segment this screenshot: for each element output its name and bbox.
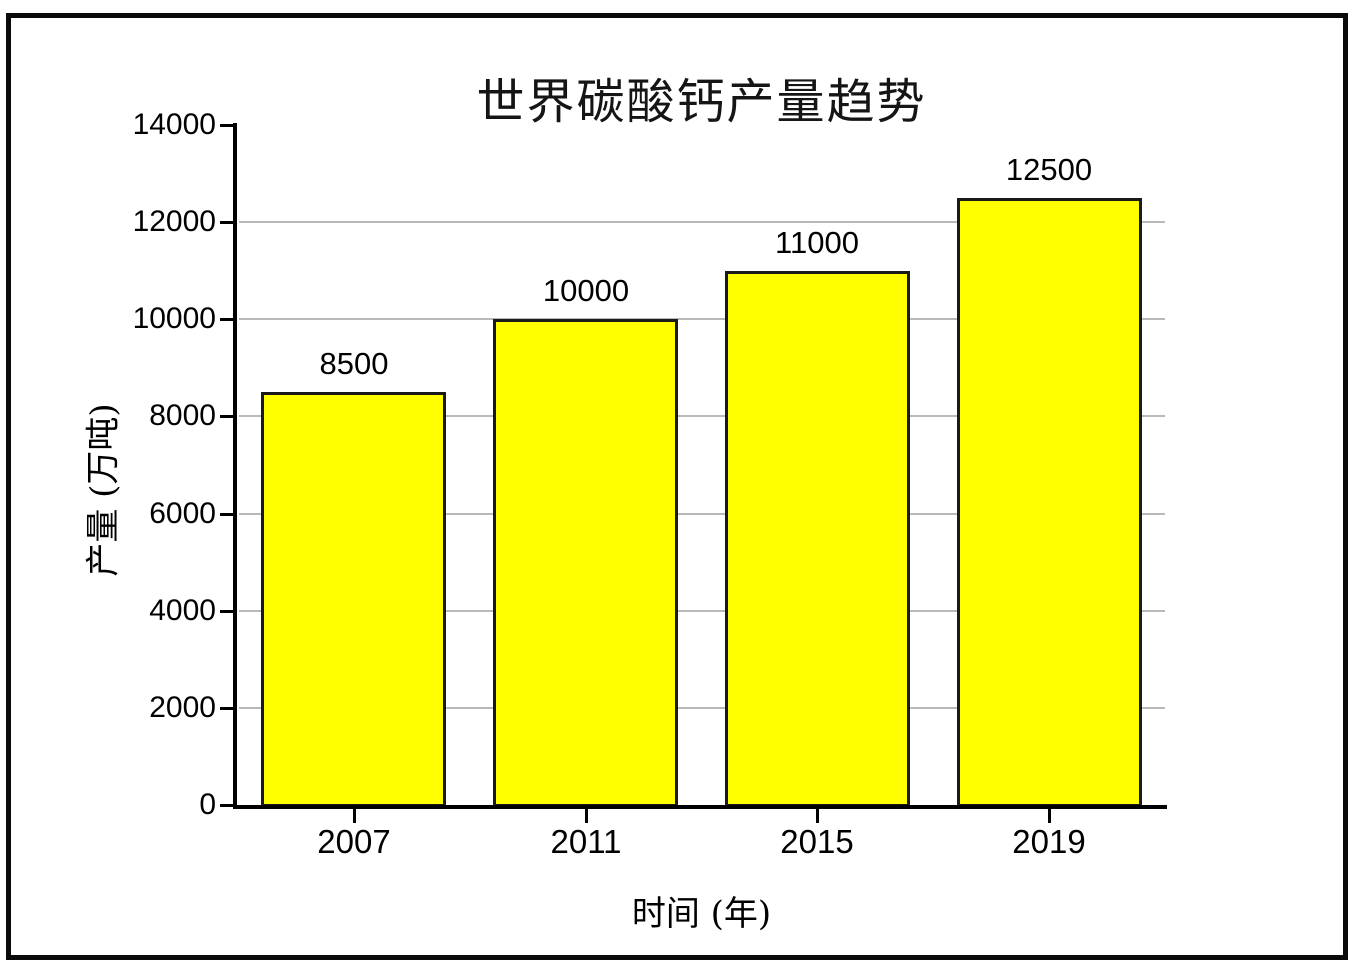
x-tick-label-2015: 2015 <box>780 823 854 860</box>
y-tick-label-2000: 2000 <box>149 690 216 724</box>
bar-value-label-2015: 11000 <box>775 225 859 260</box>
y-tick-label-14000: 14000 <box>132 108 216 141</box>
x-tick-2011 <box>585 809 588 823</box>
gridline-6000 <box>239 512 1165 515</box>
y-tick-label-0: 0 <box>199 788 216 821</box>
bar-2011 <box>493 319 678 807</box>
x-tick-label-2007: 2007 <box>317 823 391 860</box>
x-tick-2015 <box>816 809 819 823</box>
y-tick-label-12000: 12000 <box>132 205 216 239</box>
y-axis-line <box>233 123 237 809</box>
bar-2015 <box>725 271 910 807</box>
chart-title: 世界碳酸钙产量趋势 <box>476 74 927 130</box>
y-tick-10000 <box>220 318 234 322</box>
y-tick-label-10000: 10000 <box>132 302 216 336</box>
bar-value-label-2011: 10000 <box>542 273 630 308</box>
y-tick-14000 <box>220 124 234 127</box>
x-axis-label: 时间 (年) <box>631 894 772 934</box>
gridline-12000 <box>239 221 1165 224</box>
y-axis-label: 产量 (万吨) <box>83 403 124 577</box>
y-tick-0 <box>220 804 234 807</box>
y-tick-label-8000: 8000 <box>149 399 216 433</box>
y-tick-2000 <box>220 706 234 710</box>
gridline-8000 <box>239 415 1165 418</box>
x-tick-label-2019: 2019 <box>1012 823 1086 860</box>
x-axis-line <box>233 805 1167 809</box>
y-tick-label-4000: 4000 <box>149 593 216 627</box>
x-tick-2019 <box>1048 809 1051 823</box>
bar-2019 <box>957 198 1142 807</box>
y-tick-4000 <box>220 609 234 613</box>
bar-value-label-2019: 12500 <box>1005 152 1093 187</box>
y-tick-8000 <box>220 415 234 419</box>
y-tick-label-6000: 6000 <box>149 496 216 530</box>
x-tick-label-2011: 2011 <box>550 823 622 860</box>
bar-value-label-2007: 8500 <box>319 346 389 381</box>
gridline-4000 <box>239 609 1165 612</box>
gridline-10000 <box>239 318 1165 321</box>
y-tick-6000 <box>220 512 234 516</box>
bar-2007 <box>261 392 446 807</box>
x-tick-2007 <box>353 809 356 823</box>
gridline-2000 <box>239 706 1165 709</box>
y-tick-12000 <box>220 221 234 225</box>
